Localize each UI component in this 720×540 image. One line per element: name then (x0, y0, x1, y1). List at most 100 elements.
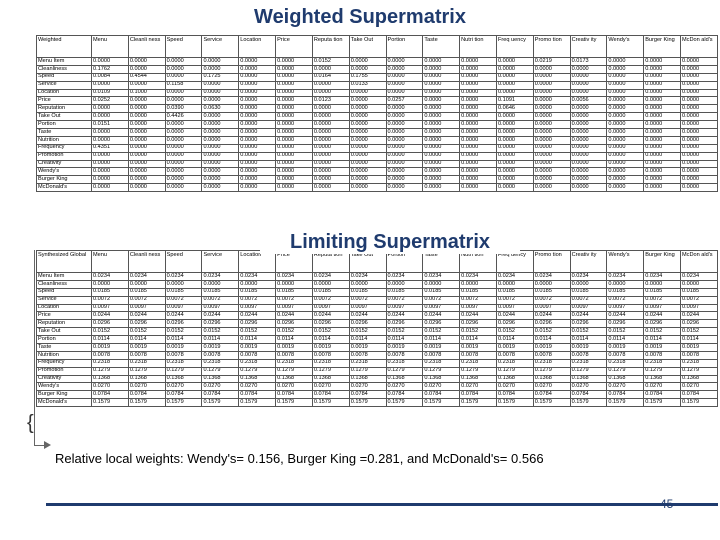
table-cell: 0.0000 (238, 183, 277, 193)
table-cell: 0.0234 (569, 272, 608, 281)
table-cell: 0.0784 (569, 390, 608, 400)
table-cell: 0.0000 (127, 143, 166, 153)
table-cell: 0.0185 (348, 287, 387, 297)
table-cell: 0.0000 (91, 167, 129, 177)
table-cell: 0.0000 (459, 112, 497, 122)
column-header: Wendy's (606, 250, 645, 273)
table-cell: 0.1368 (385, 374, 424, 384)
table-cell: 0.0000 (569, 128, 608, 137)
table-cell: 0.0000 (91, 183, 129, 193)
table-cell: 0.0000 (275, 88, 313, 98)
table-cell: 0.0000 (495, 80, 534, 90)
column-header: Promo tion (532, 250, 571, 273)
row-label: Nutrition (36, 135, 92, 145)
table-cell: 0.0019 (532, 343, 571, 352)
table-cell: 0.0097 (127, 303, 166, 313)
table-cell: 0.2318 (643, 358, 681, 368)
table-cell: 0.0000 (606, 175, 645, 185)
table-cell: 0.0185 (569, 287, 608, 297)
table-cell: 0.0000 (91, 112, 129, 122)
row-label: Creativity (36, 159, 92, 169)
table-cell: 0.0000 (459, 57, 497, 66)
table-cell: 0.0000 (385, 143, 424, 153)
table-cell: 0.0270 (201, 382, 240, 392)
table-cell: 0.0270 (532, 382, 571, 392)
table-cell: 0.0000 (422, 183, 461, 193)
table-cell: 0.0000 (495, 135, 534, 145)
table-cell: 0.1279 (201, 366, 240, 376)
weighted-supermatrix-title: Weighted Supermatrix (254, 6, 466, 28)
table-cell: 0.0000 (275, 120, 313, 130)
table-cell: 0.0097 (311, 303, 350, 313)
table-cell: 0.0078 (201, 350, 240, 360)
row-label: Location (36, 88, 92, 98)
table-cell: 0.0000 (532, 88, 571, 98)
table-cell: 0.0019 (680, 343, 718, 352)
table-cell: 0.0078 (569, 350, 608, 360)
table-cell: 0.2318 (569, 358, 608, 368)
table-cell: 0.0784 (680, 390, 718, 400)
table-cell: 0.0000 (495, 128, 534, 137)
arrow-line-vertical (34, 250, 35, 445)
table-cell: 0.1368 (127, 374, 166, 384)
table-cell: 0.0234 (606, 272, 645, 281)
table-cell: 0.0019 (275, 343, 313, 352)
column-header: Speed (164, 250, 203, 273)
table-cell: 0.0000 (164, 143, 203, 153)
table-cell: 0.1368 (164, 374, 203, 384)
table-cell: 0.4351 (91, 143, 129, 153)
table-cell: 0.0019 (348, 343, 387, 352)
table-cell: 0.0078 (459, 350, 497, 360)
table-cell: 0.0000 (422, 80, 461, 90)
table-cell: 0.0000 (532, 151, 571, 161)
row-label: Wendy's (36, 167, 92, 177)
table-cell: 0.1000 (127, 88, 166, 98)
table-cell: 0.0000 (127, 183, 166, 193)
table-cell: 0.0296 (127, 319, 166, 329)
table-cell: 0.0000 (385, 120, 424, 130)
table-cell: 0.0000 (311, 64, 350, 74)
table-cell: 0.0000 (680, 96, 718, 106)
table-cell: 0.0000 (91, 159, 129, 169)
table-cell: 0.1279 (606, 366, 645, 376)
table-cell: 0.0000 (385, 135, 424, 145)
table-cell: 0.0000 (348, 183, 387, 193)
table-cell: 0.0296 (606, 319, 645, 329)
table-cell: 0.0234 (201, 272, 240, 281)
table-cell: 0.0000 (643, 143, 681, 153)
table-cell: 0.0097 (643, 303, 681, 313)
column-header: Wendy's (606, 35, 645, 58)
table-row: Take Out 0.0000 0.0000 0.4426 0.0000 0.0000 0.… (36, 112, 718, 122)
table-cell: 0.1579 (385, 398, 424, 408)
table-cell: 0.4544 (127, 72, 166, 82)
table-cell: 0.0078 (91, 350, 129, 360)
table-cell: 0.0000 (680, 143, 718, 153)
table-cell: 0.0000 (127, 135, 166, 145)
table-cell: 0.0114 (643, 335, 681, 345)
table-cell: 0.1579 (348, 398, 387, 408)
table-cell: 0.1579 (680, 398, 718, 408)
table-cell: 0.0000 (385, 64, 424, 74)
table-cell: 0.0000 (385, 183, 424, 193)
table-cell: 0.0000 (275, 72, 313, 82)
table-cell: 0.0000 (348, 96, 387, 106)
table-cell: 0.0000 (201, 96, 240, 106)
table-cell: 0.0784 (459, 390, 497, 400)
table-cell: 0.0152 (606, 327, 645, 337)
table-cell: 0.1279 (569, 366, 608, 376)
table-cell: 0.0000 (422, 175, 461, 185)
table-cell: 0.0000 (201, 143, 240, 153)
table-cell: 0.0000 (238, 88, 277, 98)
table-cell: 0.0000 (422, 104, 461, 114)
table-cell: 0.0000 (606, 80, 645, 90)
table-cell: 0.1368 (91, 374, 129, 384)
table-cell: 0.0784 (422, 390, 461, 400)
table-cell: 0.0000 (238, 120, 277, 130)
table-cell: 0.0000 (385, 72, 424, 82)
table-cell: 0.0000 (164, 88, 203, 98)
table-cell: 0.0000 (606, 120, 645, 130)
table-cell: 0.1368 (238, 374, 277, 384)
table-cell: 0.0000 (127, 159, 166, 169)
table-cell: 0.0152 (680, 327, 718, 337)
relative-weights-note: Relative local weights: Wendy's= 0.156, … (55, 451, 544, 466)
